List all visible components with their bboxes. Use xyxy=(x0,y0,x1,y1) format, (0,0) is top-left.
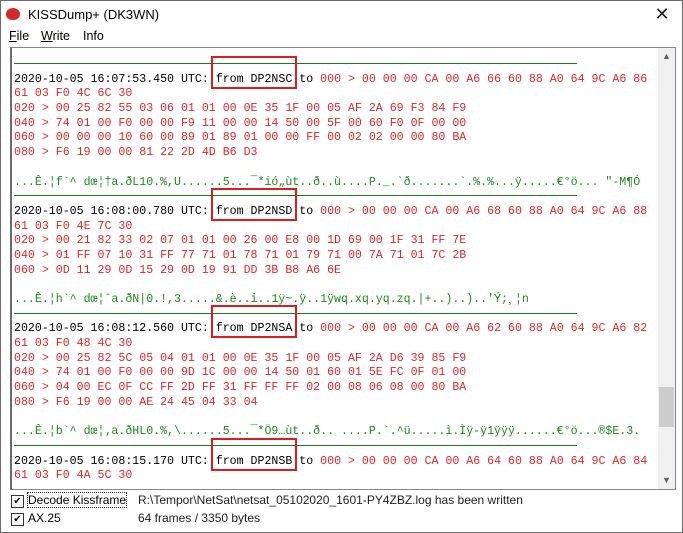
kiss-lips-icon xyxy=(6,8,20,20)
to-label: to xyxy=(299,454,314,468)
hex-line: 060 > 0D 11 29 0D 15 29 0D 19 91 DD 3B B… xyxy=(14,263,341,277)
hex-line: 000 > 00 00 00 CA 00 A6 66 60 88 A0 64 9… xyxy=(320,72,648,86)
hex-line: 61 03 F0 48 4C 30 xyxy=(14,337,133,351)
hex-line: 040 > 01 FF 07 10 31 FF 77 71 01 78 71 0… xyxy=(14,248,467,262)
hex-line: 080 > F6 19 00 00 AE 24 45 04 33 04 xyxy=(14,395,258,409)
scroll-down-icon[interactable]: ▼ xyxy=(662,475,671,485)
hex-line: 000 > 00 00 00 CA 00 A6 68 60 88 A0 64 9… xyxy=(320,204,648,218)
hex-line: 61 03 F0 4E 7C 30 xyxy=(14,219,133,233)
hex-line: 61 03 F0 4A 5C 30 xyxy=(14,469,133,483)
menu-info[interactable]: Info xyxy=(83,29,104,43)
scroll-up-icon[interactable]: ▲ xyxy=(662,51,671,61)
entry-header: 2020-10-05 16:08:00.780 UTC: from DP2NSD… xyxy=(14,187,659,221)
entry-separator xyxy=(14,440,659,455)
timestamp: 2020-10-05 16:08:00.780 UTC: xyxy=(14,204,216,218)
ax25-checkbox[interactable]: ✔ xyxy=(11,513,24,526)
decode-kissframe-checkbox[interactable]: ✔ xyxy=(11,495,24,508)
hex-line: 61 03 F0 4C 6C 30 xyxy=(14,87,133,101)
menu-write[interactable]: Write xyxy=(41,29,70,43)
from-callsign: from DP2NSB xyxy=(210,437,298,471)
entry-header: 2020-10-05 16:07:53.450 UTC: from DP2NSC… xyxy=(14,55,659,89)
status-message: R:\Tempor\NetSat\netsat_05102020_1601-PY… xyxy=(138,493,523,507)
from-callsign: from DP2NSD xyxy=(210,187,298,221)
hex-line: 020 > 00 25 82 55 03 06 01 01 00 0E 35 1… xyxy=(14,102,467,116)
entry-separator xyxy=(14,308,659,323)
menu-file[interactable]: File xyxy=(9,29,30,43)
from-callsign: from DP2NSA xyxy=(210,305,298,339)
blank-line xyxy=(14,161,659,176)
scrollbar-thumb[interactable] xyxy=(659,387,674,427)
to-label: to xyxy=(299,72,314,86)
blank-line xyxy=(14,278,659,293)
entry-header: 2020-10-05 16:08:15.170 UTC: from DP2NSB… xyxy=(14,437,659,471)
ax25-label[interactable]: AX.25 xyxy=(28,511,61,525)
hex-line: 000 > 00 00 00 CA 00 A6 64 60 88 A0 64 9… xyxy=(320,454,648,468)
log-content: 2020-10-05 16:07:53.450 UTC: from DP2NSC… xyxy=(14,55,659,484)
vertical-scrollbar[interactable]: ▲ ▼ xyxy=(658,48,675,489)
hex-line: 080 > F6 19 00 00 81 22 2D 4D B6 D3 xyxy=(14,146,258,160)
entry-separator xyxy=(14,58,659,73)
hex-line: 060 > 04 00 EC 0F CC FF 2D FF 31 FF FF F… xyxy=(14,381,467,395)
ascii-line: ...Ê.¦b`^ dœ¦‚a.ðHL0.%,\......5...¯*Ö9…ù… xyxy=(14,425,641,439)
to-label: to xyxy=(299,322,314,336)
entry-separator xyxy=(14,190,659,205)
log-textarea[interactable]: 2020-10-05 16:07:53.450 UTC: from DP2NSC… xyxy=(10,47,676,490)
hex-line: 040 > 74 01 00 F0 00 00 9D 1C 00 00 14 5… xyxy=(14,366,467,380)
timestamp: 2020-10-05 16:08:15.170 UTC: xyxy=(14,454,216,468)
hex-line: 000 > 00 00 00 CA 00 A6 62 60 88 A0 64 9… xyxy=(320,322,648,336)
hex-line: 060 > 00 00 00 10 60 00 89 01 89 01 00 0… xyxy=(14,131,467,145)
close-icon[interactable]: ✕ xyxy=(654,4,670,24)
timestamp: 2020-10-05 16:08:12.560 UTC: xyxy=(14,322,216,336)
window-title: KISSDump+ (DK3WN) xyxy=(28,7,160,22)
decode-kissframe-label[interactable]: Decode Kissframe xyxy=(26,492,128,508)
hex-line: 020 > 00 21 82 33 02 07 01 01 00 26 00 E… xyxy=(14,234,467,248)
hex-line: 040 > 74 01 00 F0 00 00 F9 11 00 00 14 5… xyxy=(14,116,467,130)
entry-header: 2020-10-05 16:08:12.560 UTC: from DP2NSA… xyxy=(14,305,659,339)
ascii-line: ...Ê.¦f`^ dœ¦†a.ðL10.%,U......5...¯*ió„ù… xyxy=(14,175,641,189)
title-bar: KISSDump+ (DK3WN) ✕ xyxy=(1,1,682,29)
from-callsign: from DP2NSC xyxy=(210,55,298,89)
timestamp: 2020-10-05 16:07:53.450 UTC: xyxy=(14,72,216,86)
to-label: to xyxy=(299,204,314,218)
status-summary: 64 frames / 3350 bytes xyxy=(138,511,261,525)
hex-line: 020 > 00 25 82 5C 05 04 01 01 00 0E 35 1… xyxy=(14,351,467,365)
ascii-line: ...Ê.¦h`^ dœ¦ˆa.ðN|0.!,3.....&.è..i..1ÿ~… xyxy=(14,293,529,306)
blank-line xyxy=(14,411,659,426)
